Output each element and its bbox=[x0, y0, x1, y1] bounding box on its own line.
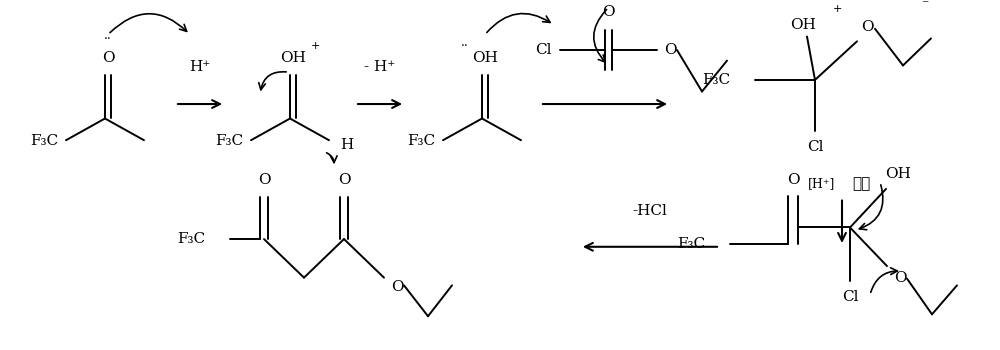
Text: F₃C: F₃C bbox=[30, 134, 58, 148]
Text: O: O bbox=[102, 51, 114, 65]
Text: OH: OH bbox=[790, 18, 816, 32]
Text: F₃C: F₃C bbox=[677, 237, 705, 251]
Text: 转移: 转移 bbox=[852, 177, 870, 191]
Text: OH: OH bbox=[885, 167, 911, 181]
Text: O: O bbox=[664, 43, 676, 57]
Text: H⁺: H⁺ bbox=[189, 60, 211, 74]
Text: Cl: Cl bbox=[535, 43, 551, 57]
Text: [H⁺]: [H⁺] bbox=[808, 177, 835, 191]
Text: OH: OH bbox=[472, 51, 498, 65]
Text: Cl: Cl bbox=[842, 290, 858, 304]
Text: O: O bbox=[258, 173, 270, 187]
Text: F₃C: F₃C bbox=[702, 73, 730, 87]
Text: ⁻: ⁻ bbox=[921, 0, 929, 13]
Text: -HCl: -HCl bbox=[633, 204, 667, 218]
Text: O: O bbox=[391, 280, 403, 294]
Text: OH: OH bbox=[280, 51, 306, 65]
Text: H: H bbox=[340, 138, 354, 152]
Text: O: O bbox=[861, 20, 873, 34]
Text: - H⁺: - H⁺ bbox=[364, 60, 396, 74]
Text: Cl: Cl bbox=[807, 140, 823, 154]
Text: O: O bbox=[338, 173, 350, 187]
Text: +: + bbox=[310, 41, 320, 51]
Text: O: O bbox=[894, 271, 906, 285]
Text: ··: ·· bbox=[104, 33, 112, 46]
Text: O: O bbox=[602, 5, 615, 19]
Text: O: O bbox=[787, 173, 799, 187]
Text: F₃C: F₃C bbox=[215, 134, 243, 148]
Text: +: + bbox=[832, 5, 842, 14]
Text: F₃C: F₃C bbox=[177, 232, 205, 246]
Text: F₃C: F₃C bbox=[407, 134, 435, 148]
Text: ··: ·· bbox=[461, 40, 469, 52]
